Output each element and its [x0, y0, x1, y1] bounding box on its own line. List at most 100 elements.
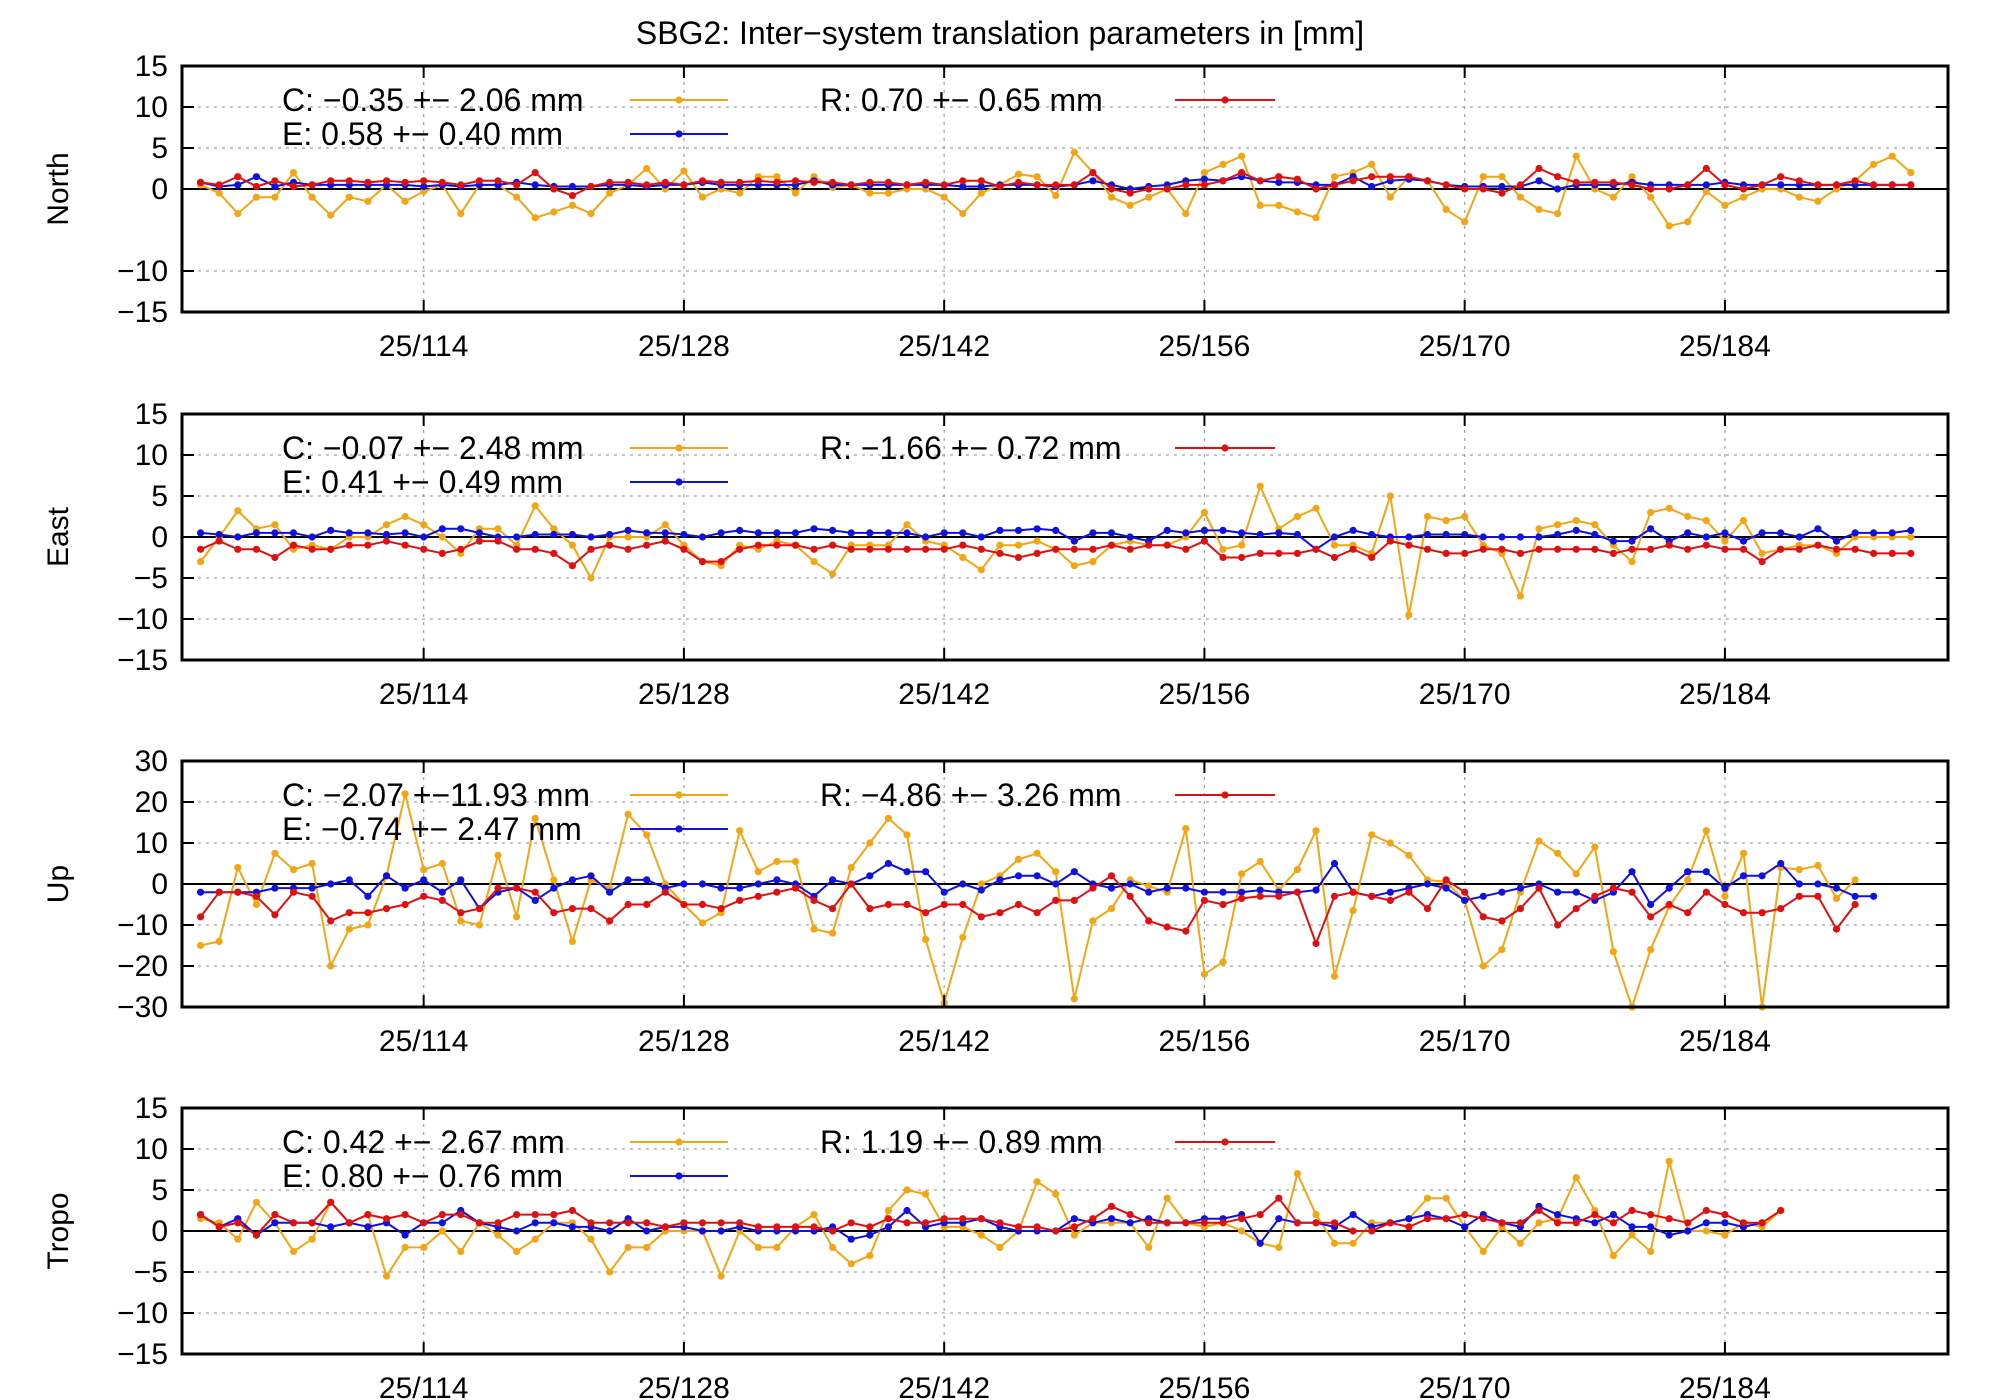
data-point	[215, 937, 223, 946]
data-point	[1535, 1206, 1543, 1215]
data-point	[959, 541, 967, 549]
data-point	[1572, 1174, 1580, 1182]
data-point	[884, 1215, 893, 1223]
data-point	[1907, 533, 1915, 541]
data-point	[1312, 886, 1320, 894]
data-point	[1572, 178, 1580, 186]
data-point	[922, 909, 930, 917]
data-point	[810, 925, 818, 933]
data-point	[1721, 201, 1729, 209]
data-point	[1479, 1247, 1487, 1256]
data-point	[513, 1247, 521, 1256]
data-point	[940, 900, 948, 909]
x-tick-label: 25/142	[898, 678, 990, 711]
data-point	[1219, 553, 1227, 562]
data-point	[1275, 1194, 1283, 1202]
data-point	[475, 177, 483, 185]
data-point	[327, 526, 335, 535]
series-line-r	[200, 1196, 1782, 1237]
data-point	[1702, 517, 1710, 525]
data-point	[717, 558, 725, 566]
data-point	[1832, 884, 1841, 892]
data-point	[624, 876, 632, 884]
data-point	[1721, 537, 1729, 545]
legend-marker-r	[1221, 444, 1229, 452]
y-tick-label: 0	[151, 521, 168, 554]
data-point	[587, 1219, 595, 1227]
data-point	[438, 1211, 446, 1219]
data-point	[1498, 533, 1506, 541]
data-point	[1442, 530, 1450, 539]
data-point	[308, 1219, 316, 1227]
panel-east: 15 10 5 0 −5 −10 −15 25/114 25/128 25/142 25/156 25…	[42, 398, 1950, 711]
data-point	[234, 173, 242, 181]
data-point	[903, 529, 911, 537]
data-point	[1368, 892, 1376, 900]
data-point	[1479, 962, 1487, 970]
data-point	[1832, 181, 1841, 189]
x-tick-label: 25/184	[1679, 678, 1771, 711]
data-point	[1702, 868, 1710, 876]
data-point	[1572, 517, 1580, 525]
data-point	[1721, 1219, 1729, 1227]
data-point	[1349, 888, 1357, 896]
data-point	[289, 182, 298, 191]
data-point	[1758, 549, 1766, 558]
data-point	[1200, 175, 1208, 183]
data-point	[829, 1243, 837, 1251]
data-point	[1423, 1215, 1432, 1223]
y-tick-label: 10	[135, 439, 168, 472]
data-point	[494, 177, 502, 185]
data-point	[606, 178, 614, 186]
data-point	[1349, 177, 1357, 185]
data-point	[1832, 537, 1841, 545]
legend-marker-c	[675, 791, 683, 799]
data-point	[438, 178, 446, 186]
data-point	[903, 181, 911, 189]
data-point	[1238, 169, 1246, 177]
data-point	[364, 909, 372, 917]
data-point	[1275, 892, 1283, 900]
data-point	[1200, 970, 1208, 978]
data-point	[847, 545, 855, 553]
data-point	[680, 880, 688, 888]
data-point	[1349, 526, 1357, 535]
data-point	[401, 1243, 409, 1251]
data-point	[1647, 1211, 1655, 1219]
data-point	[977, 566, 985, 574]
data-point	[1386, 896, 1394, 905]
data-point	[438, 549, 446, 558]
data-point	[829, 526, 837, 535]
data-point	[698, 177, 707, 185]
data-point	[401, 790, 409, 798]
data-point	[1665, 1231, 1673, 1239]
data-point	[457, 525, 465, 533]
data-point	[1665, 185, 1673, 193]
data-point	[1052, 880, 1060, 888]
data-point	[1256, 530, 1264, 539]
data-point	[866, 1223, 874, 1231]
data-point	[420, 1219, 428, 1227]
data-point	[438, 896, 446, 905]
data-point	[289, 1247, 298, 1256]
data-point	[866, 1231, 874, 1239]
data-point	[271, 553, 279, 562]
data-point	[1777, 859, 1785, 868]
data-point	[1330, 541, 1339, 549]
data-point	[1256, 886, 1264, 894]
data-point	[1070, 537, 1078, 545]
data-point	[1814, 861, 1822, 870]
data-point	[1498, 946, 1506, 954]
data-point	[1516, 181, 1524, 189]
data-point	[698, 1219, 707, 1227]
y-tick-label: −10	[117, 603, 168, 636]
data-point	[1647, 1247, 1655, 1256]
data-point	[1814, 181, 1822, 189]
data-point	[1442, 181, 1450, 189]
data-point	[1349, 1227, 1357, 1235]
data-point	[736, 884, 744, 892]
data-point	[1777, 545, 1785, 553]
data-point	[1219, 900, 1227, 909]
data-point	[829, 929, 837, 937]
series-r	[197, 1194, 1785, 1239]
